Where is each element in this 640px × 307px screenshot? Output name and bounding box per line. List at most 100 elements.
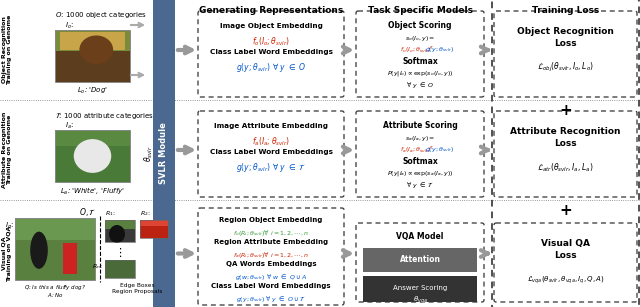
Bar (105, 220, 135, 242)
Text: Image Attribute Embedding: Image Attribute Embedding (214, 123, 328, 129)
Text: Object Recognition
Training on Genome: Object Recognition Training on Genome (1, 15, 12, 85)
Text: QA Words Embeddings: QA Words Embeddings (226, 261, 316, 267)
Text: $L_a$: 'White', 'Fluffy': $L_a$: 'White', 'Fluffy' (60, 186, 125, 197)
Bar (140, 220, 168, 226)
Text: $\mathit{O}$: 1000 object categories: $\mathit{O}$: 1000 object categories (55, 10, 147, 20)
Text: Softmax: Softmax (402, 57, 438, 66)
Text: $g(y;\theta_{svlr})$ $\forall$ $y$ $\in$ $O \cup \mathcal{T}$: $g(y;\theta_{svlr})$ $\forall$ $y$ $\in$… (236, 294, 306, 304)
Text: $P(y|I_o) \propto \exp(s_o(I_o, y))$: $P(y|I_o) \propto \exp(s_o(I_o, y))$ (387, 69, 453, 78)
Bar (105, 260, 135, 278)
FancyBboxPatch shape (356, 11, 484, 97)
Text: +: + (559, 103, 572, 118)
Text: Attention: Attention (399, 255, 440, 265)
Text: $\theta_{svlr}$: $\theta_{svlr}$ (143, 145, 156, 162)
Text: $O, \mathcal{T}$: $O, \mathcal{T}$ (79, 206, 96, 218)
Text: Edge Boxes
Region Proposals: Edge Boxes Region Proposals (112, 283, 162, 294)
Text: Object Recognition
Loss: Object Recognition Loss (517, 27, 614, 48)
Text: Attribute Recognition
Training on Genome: Attribute Recognition Training on Genome (1, 112, 12, 188)
Bar (140, 220, 168, 238)
Text: $f_a(I_a;\theta_{svlr})$: $f_a(I_a;\theta_{svlr})$ (252, 135, 290, 147)
Text: $g(y;\theta_{svlr})$ $\forall$ $y$ $\in$ $O$: $g(y;\theta_{svlr})$ $\forall$ $y$ $\in$… (236, 61, 307, 74)
Bar (140, 220, 168, 238)
Text: Answer Scoring: Answer Scoring (393, 285, 447, 291)
Bar (15, 218, 95, 280)
Bar (63, 243, 77, 274)
Bar (55, 130, 130, 146)
FancyBboxPatch shape (494, 11, 637, 97)
FancyBboxPatch shape (198, 11, 344, 97)
FancyBboxPatch shape (356, 223, 484, 302)
Bar (105, 260, 135, 278)
Bar (105, 220, 135, 242)
Text: $P(y|I_a) \propto \exp(s_a(I_a, y))$: $P(y|I_a) \propto \exp(s_a(I_a, y))$ (387, 169, 453, 178)
Text: Class Label Word Embeddings: Class Label Word Embeddings (209, 49, 333, 55)
Ellipse shape (109, 225, 125, 243)
FancyBboxPatch shape (198, 208, 344, 305)
Text: Visual QA
Loss: Visual QA Loss (541, 239, 590, 260)
Text: VQA Model: VQA Model (396, 232, 444, 241)
Bar (55, 51, 130, 82)
Text: +: + (559, 203, 572, 218)
Text: Attribute Scoring: Attribute Scoring (383, 121, 458, 130)
Bar (363, 248, 477, 272)
Text: $R_1$:: $R_1$: (105, 209, 116, 218)
Bar (55, 30, 130, 82)
Text: $A$: No: $A$: No (47, 291, 63, 299)
Text: $s_a(I_a, y) = $: $s_a(I_a, y) = $ (405, 134, 435, 143)
FancyBboxPatch shape (356, 111, 484, 197)
Text: Softmax: Softmax (402, 157, 438, 166)
Text: $R_2$:: $R_2$: (140, 209, 150, 218)
Text: Class Label Word Embeddings: Class Label Word Embeddings (209, 149, 333, 155)
Text: $f_o(I_o;\theta_{svlr})^T$: $f_o(I_o;\theta_{svlr})^T$ (400, 45, 435, 55)
Text: Image Object Embedding: Image Object Embedding (220, 23, 323, 29)
Text: $g(y;\theta_{svlr})$: $g(y;\theta_{svlr})$ (425, 45, 454, 54)
Text: $f_a(R_i;\theta_{svlr})\forall$ $i = 1, 2, \cdots, n$: $f_a(R_i;\theta_{svlr})\forall$ $i = 1, … (233, 250, 309, 260)
Text: $f_a(I_a;\theta_{svlr})^T$: $f_a(I_a;\theta_{svlr})^T$ (400, 145, 435, 155)
Ellipse shape (79, 36, 113, 64)
Bar (55, 30, 130, 51)
Text: $g(w;\theta_{svlr})$ $\forall$ $w$ $\in$ $Q \cup A$: $g(w;\theta_{svlr})$ $\forall$ $w$ $\in$… (235, 272, 307, 282)
FancyBboxPatch shape (494, 223, 637, 302)
Bar (15, 218, 95, 240)
Text: SVLR Module: SVLR Module (159, 122, 168, 185)
Ellipse shape (74, 139, 111, 173)
Text: Task Specific Models: Task Specific Models (367, 6, 472, 15)
Text: $g(y;\theta_{svlr})$ $\forall$ $y$ $\in$ $\mathcal{T}$: $g(y;\theta_{svlr})$ $\forall$ $y$ $\in$… (236, 161, 307, 174)
Text: $f_o(I_o;\theta_{svlr})$: $f_o(I_o;\theta_{svlr})$ (252, 35, 290, 48)
Text: Generating Representations: Generating Representations (199, 6, 343, 15)
Bar (153, 0, 175, 307)
Bar (60, 32, 125, 50)
Bar (105, 220, 135, 229)
Text: $R_n$:: $R_n$: (92, 262, 103, 271)
Text: Region Attribute Embedding: Region Attribute Embedding (214, 239, 328, 245)
Text: $I_q$:: $I_q$: (5, 220, 14, 231)
Bar (55, 130, 130, 182)
Text: $\mathcal{L}_{vqa}(\theta_{svlr}, \theta_{vqa}, I_q, Q, A)$: $\mathcal{L}_{vqa}(\theta_{svlr}, \theta… (527, 275, 604, 286)
Bar (55, 30, 130, 82)
Text: Object Scoring: Object Scoring (388, 21, 452, 30)
Text: $L_o$: 'Dog': $L_o$: 'Dog' (77, 86, 108, 96)
Text: $I_a$:: $I_a$: (65, 121, 74, 131)
Bar (55, 130, 130, 182)
Text: $\forall$ $y$ $\in$ $\mathcal{T}$: $\forall$ $y$ $\in$ $\mathcal{T}$ (406, 180, 434, 190)
Text: $\theta_{vqa}$: $\theta_{vqa}$ (413, 294, 428, 305)
Text: $Q$: Is this a fluffy dog?: $Q$: Is this a fluffy dog? (24, 283, 86, 292)
Bar (363, 276, 477, 302)
Text: $f_o(R_i;\theta_{svlr})\forall$ $i = 1, 2, \cdots, n$: $f_o(R_i;\theta_{svlr})\forall$ $i = 1, … (233, 228, 309, 238)
Text: $\mathcal{L}_{atr}(\theta_{svlr}, I_a, L_a)$: $\mathcal{L}_{atr}(\theta_{svlr}, I_a, L… (538, 161, 594, 173)
Text: $s_o(I_o, y) = $: $s_o(I_o, y) = $ (405, 34, 435, 43)
Text: Class Label Word Embeddings: Class Label Word Embeddings (211, 283, 331, 289)
FancyBboxPatch shape (494, 111, 637, 197)
Text: Region Object Embedding: Region Object Embedding (220, 217, 323, 223)
Text: Training Loss: Training Loss (532, 6, 599, 15)
Text: $g(y;\theta_{svlr})$: $g(y;\theta_{svlr})$ (425, 145, 454, 154)
FancyBboxPatch shape (198, 111, 344, 197)
Ellipse shape (30, 232, 48, 269)
Text: $\forall$ $y$ $\in$ $O$: $\forall$ $y$ $\in$ $O$ (406, 80, 435, 90)
Text: Attribute Recognition
Loss: Attribute Recognition Loss (510, 127, 621, 148)
Text: $I_o$:: $I_o$: (65, 21, 74, 31)
Text: Visual QA
Training on VQA: Visual QA Training on VQA (1, 225, 12, 282)
Text: $\mathcal{T}$: 1000 attribute categories: $\mathcal{T}$: 1000 attribute categories (55, 110, 154, 121)
Text: ⋮: ⋮ (115, 248, 125, 258)
Bar (15, 218, 95, 280)
